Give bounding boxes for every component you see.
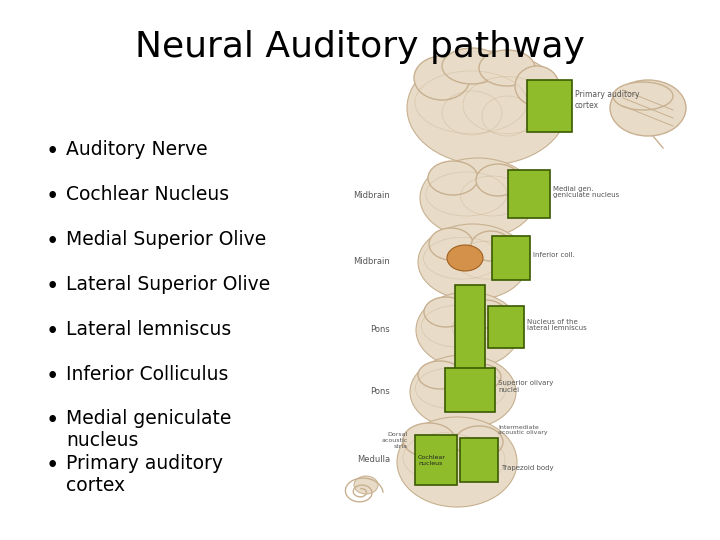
- Text: Medial gen.
geniculate nucleus: Medial gen. geniculate nucleus: [553, 186, 619, 199]
- Ellipse shape: [416, 292, 520, 368]
- Bar: [415, 435, 457, 485]
- Text: Inferior Colliculus: Inferior Colliculus: [66, 364, 228, 383]
- Text: •: •: [46, 185, 59, 208]
- Ellipse shape: [610, 80, 686, 136]
- Text: Dorsal
acoustic
stria: Dorsal acoustic stria: [382, 432, 408, 449]
- Ellipse shape: [515, 66, 559, 106]
- Text: Nucleus of the
lateral lemniscus: Nucleus of the lateral lemniscus: [527, 319, 587, 332]
- Text: Intermediate
acoustic olivary: Intermediate acoustic olivary: [498, 424, 548, 435]
- Bar: [492, 236, 530, 280]
- Ellipse shape: [428, 161, 478, 195]
- Text: •: •: [46, 275, 59, 298]
- Ellipse shape: [403, 423, 455, 457]
- Ellipse shape: [420, 158, 536, 238]
- Text: •: •: [46, 364, 59, 388]
- Text: •: •: [46, 320, 59, 343]
- Text: Primary auditory
cortex: Primary auditory cortex: [575, 90, 639, 110]
- Bar: [508, 170, 550, 218]
- Ellipse shape: [613, 82, 673, 110]
- Text: Cochlear
nucleus: Cochlear nucleus: [418, 455, 446, 466]
- Ellipse shape: [407, 51, 567, 165]
- Ellipse shape: [455, 426, 503, 458]
- Text: Medial geniculate
nucleus: Medial geniculate nucleus: [66, 409, 231, 450]
- Text: Cochlear Nucleus: Cochlear Nucleus: [66, 185, 229, 204]
- Ellipse shape: [442, 48, 502, 84]
- Text: Primary auditory
cortex: Primary auditory cortex: [66, 454, 223, 495]
- Ellipse shape: [476, 164, 520, 196]
- Text: Medial Superior Olive: Medial Superior Olive: [66, 230, 266, 249]
- Bar: [488, 306, 524, 348]
- Bar: [460, 438, 498, 482]
- Bar: [455, 285, 485, 385]
- Text: •: •: [46, 409, 59, 433]
- Ellipse shape: [418, 224, 528, 300]
- Text: Superior olivary
nuclei: Superior olivary nuclei: [498, 380, 554, 393]
- Text: Midbrain: Midbrain: [354, 258, 390, 267]
- Ellipse shape: [429, 228, 473, 260]
- Text: Lateral lemniscus: Lateral lemniscus: [66, 320, 231, 339]
- Ellipse shape: [466, 300, 506, 328]
- Ellipse shape: [418, 361, 462, 389]
- Text: Neural Auditory pathway: Neural Auditory pathway: [135, 30, 585, 64]
- Ellipse shape: [447, 245, 483, 271]
- Bar: [527, 80, 572, 132]
- Ellipse shape: [471, 231, 511, 261]
- Text: Midbrain: Midbrain: [354, 191, 390, 199]
- Ellipse shape: [410, 355, 516, 429]
- Text: Inferior coll.: Inferior coll.: [533, 252, 575, 258]
- Ellipse shape: [424, 297, 468, 327]
- Text: •: •: [46, 230, 59, 253]
- Text: Lateral Superior Olive: Lateral Superior Olive: [66, 275, 270, 294]
- Text: Trapezoid body: Trapezoid body: [501, 465, 554, 471]
- Ellipse shape: [354, 476, 378, 494]
- Text: •: •: [46, 140, 59, 164]
- Bar: [445, 368, 495, 412]
- Text: •: •: [46, 454, 59, 477]
- Text: Pons: Pons: [370, 388, 390, 396]
- Ellipse shape: [479, 50, 535, 86]
- Ellipse shape: [414, 56, 470, 100]
- Text: Pons: Pons: [370, 326, 390, 334]
- Ellipse shape: [397, 417, 517, 507]
- Text: Auditory Nerve: Auditory Nerve: [66, 140, 207, 159]
- Text: Medulla: Medulla: [357, 456, 390, 464]
- Ellipse shape: [461, 364, 501, 390]
